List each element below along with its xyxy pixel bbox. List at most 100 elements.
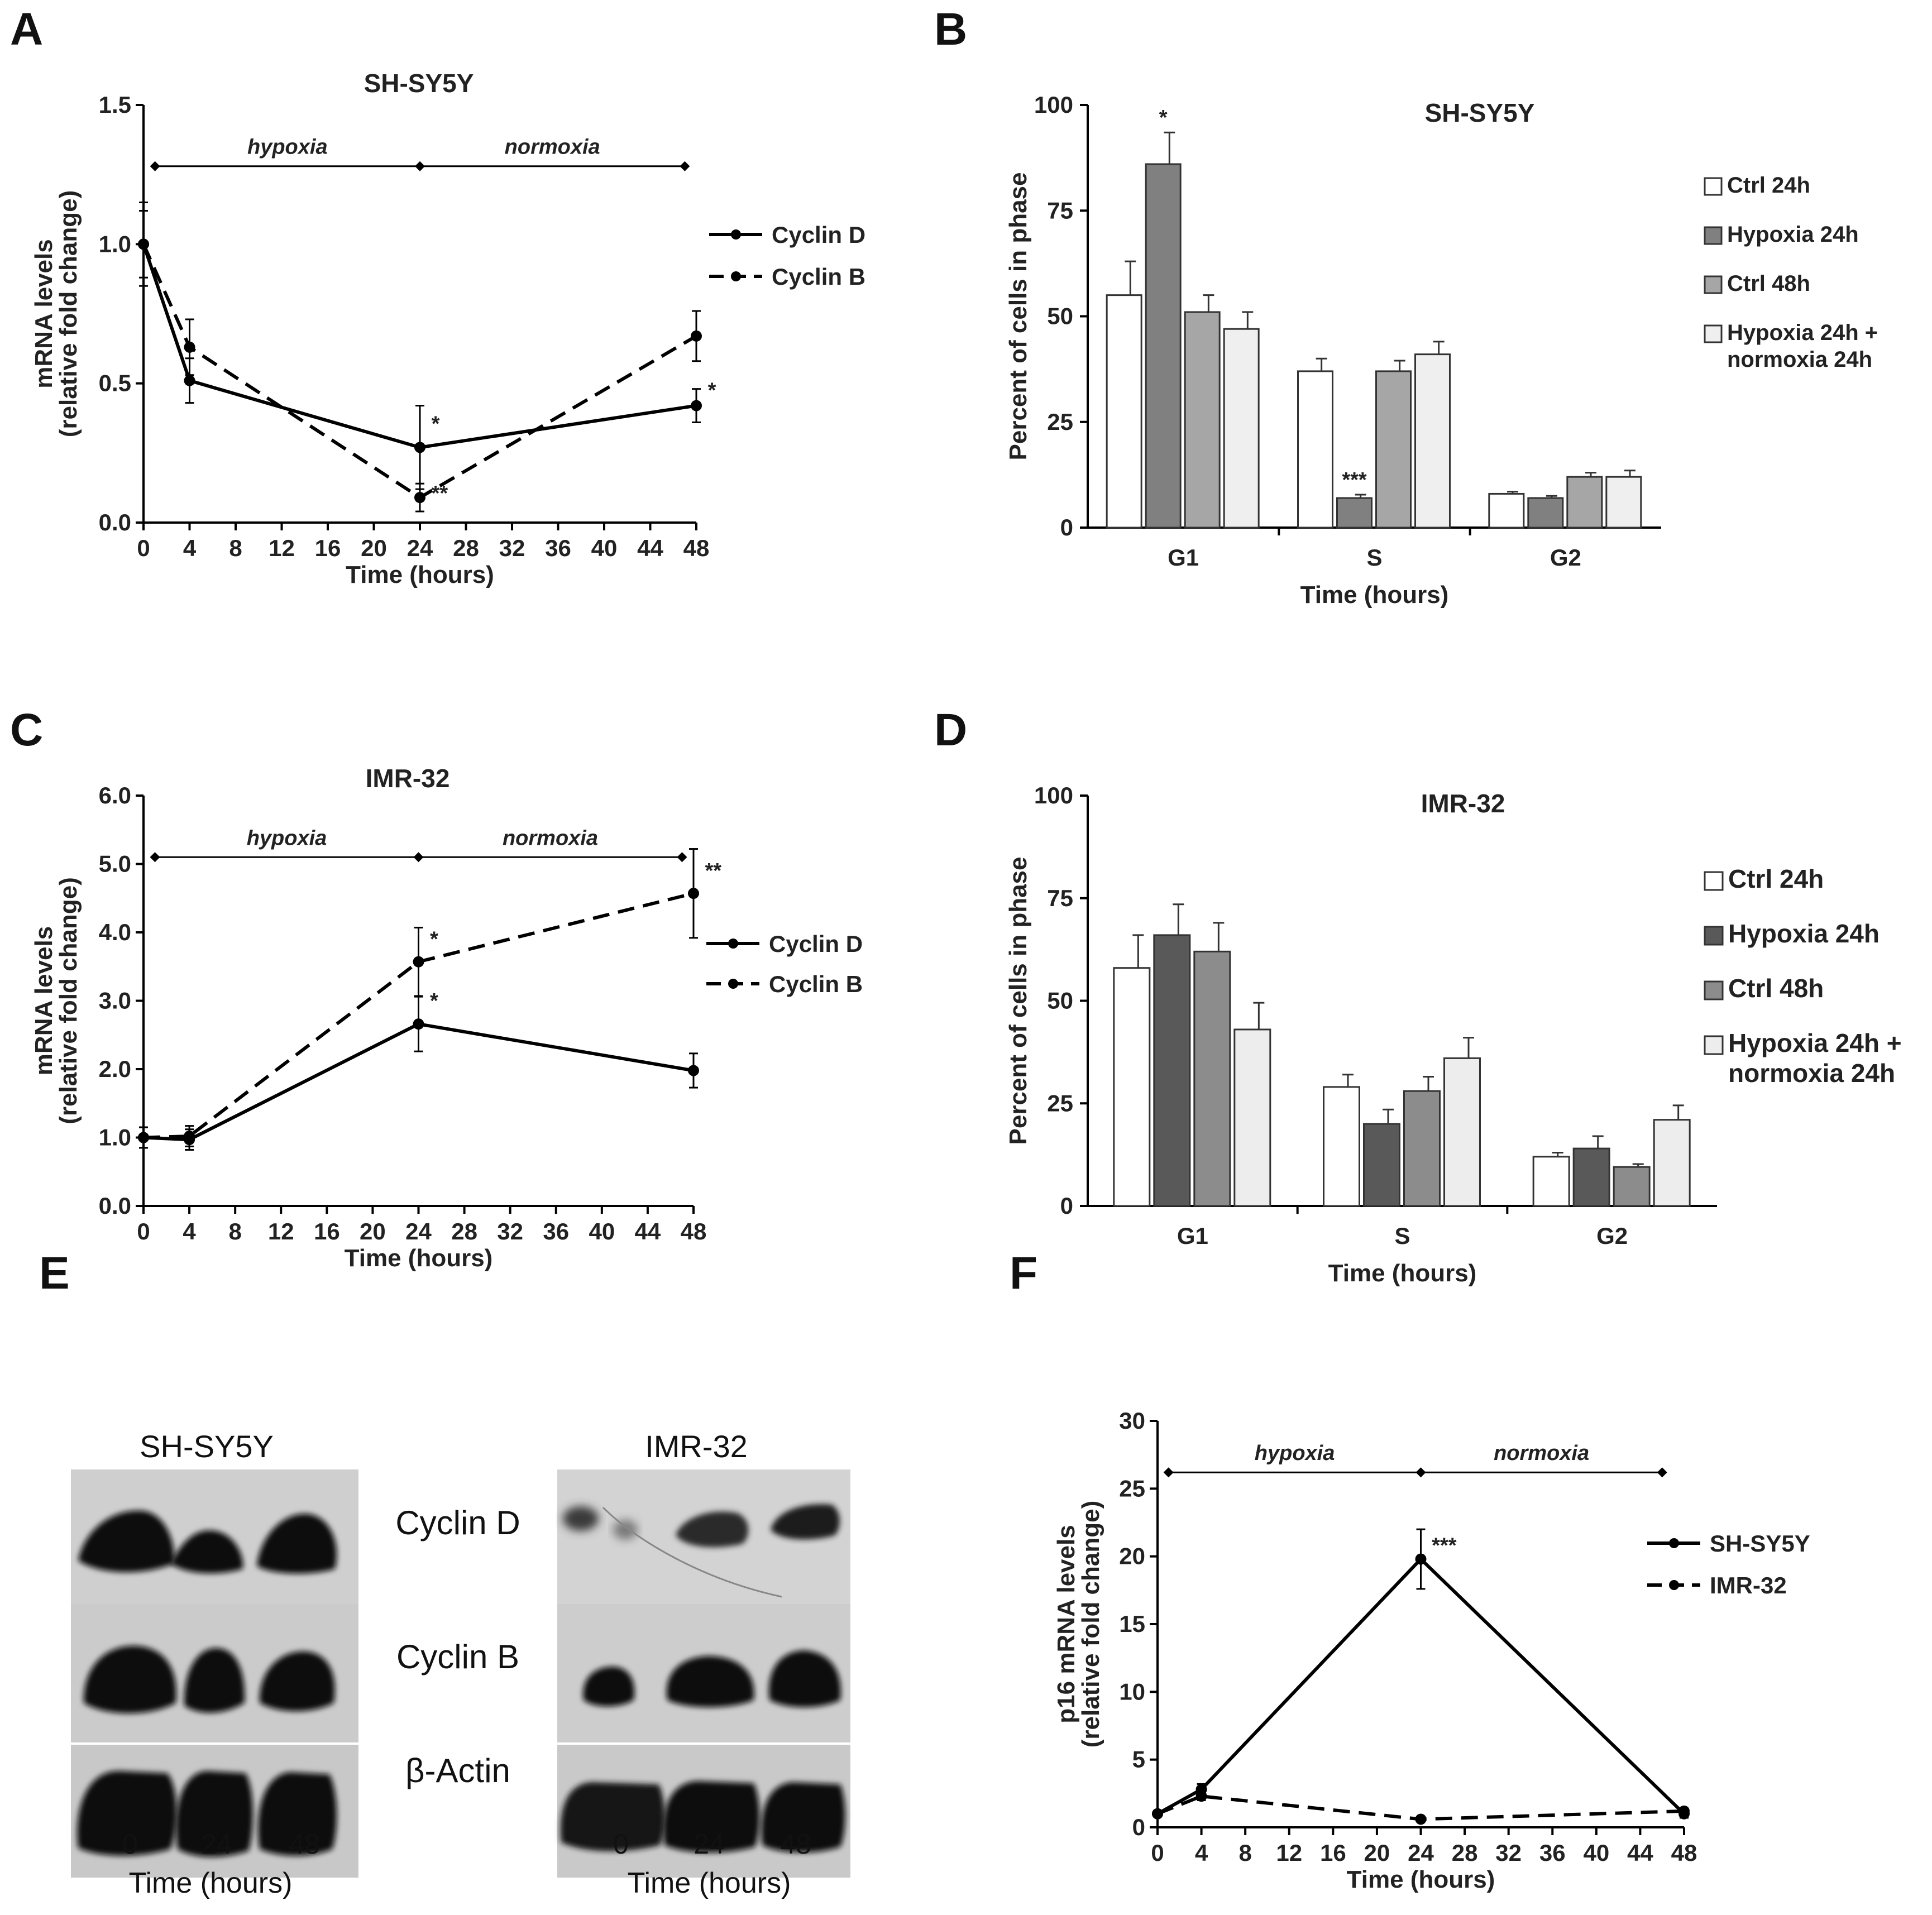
- blot-band: [761, 1782, 845, 1853]
- x-tick-label: 48: [1671, 1840, 1697, 1866]
- panel-d-bar-chart: 0 25 50 75 100 G1 S G2 Time (hours) Percent of ce…: [1005, 782, 1902, 1287]
- y-tick-label: 5: [1132, 1746, 1145, 1773]
- x-tick-label: 32: [1495, 1840, 1522, 1866]
- blot-band: [771, 1504, 840, 1540]
- y-axis-title-sub: (relative fold change): [1077, 1501, 1104, 1748]
- panel-a-line-chart: 0.00.51.01.50 4 8 12 16 20 24 28 32 36 40 44 48Time …: [30, 69, 865, 588]
- y-tick-label: 0.0: [99, 1193, 131, 1219]
- x-tick-label: 28: [453, 535, 479, 561]
- phase-bar-marker: [1415, 1467, 1426, 1478]
- y-tick-label: 75: [1047, 885, 1073, 911]
- legend-swatch: [1704, 1035, 1724, 1055]
- blot-title-sh-sy5y: SH-SY5Y: [140, 1429, 274, 1464]
- y-tick-label: 100: [1034, 782, 1073, 808]
- x-tick-label: 32: [499, 535, 525, 561]
- data-point: [414, 492, 425, 504]
- x-tick-label: 44: [1627, 1840, 1653, 1866]
- x-tick-label: 16: [1320, 1840, 1346, 1866]
- phase-bar-marker: [415, 161, 425, 171]
- x-tick-label: 28: [1452, 1840, 1478, 1866]
- series-line-cyclin-d: [142, 243, 697, 449]
- bar: [1363, 1123, 1400, 1207]
- blot-band: [175, 1771, 254, 1857]
- legend-marker: [1669, 1580, 1679, 1590]
- y-tick-label: 25: [1119, 1475, 1145, 1501]
- x-tick-label: 0: [137, 1218, 150, 1244]
- category-label: S: [1394, 1223, 1410, 1249]
- legend-label: SH-SY5Y: [1710, 1530, 1810, 1557]
- data-point: [413, 956, 424, 968]
- legend-marker: [728, 939, 738, 949]
- legend-swatch: [1704, 177, 1723, 196]
- bar: [1223, 328, 1260, 529]
- y-tick-label: 20: [1119, 1543, 1145, 1569]
- x-tick-label: 48: [683, 535, 710, 561]
- significance-marker: *: [1159, 106, 1168, 130]
- bar: [1443, 1057, 1481, 1207]
- data-point: [1415, 1813, 1427, 1825]
- data-point: [138, 1132, 149, 1143]
- data-point: [688, 1065, 699, 1076]
- bar: [1153, 934, 1191, 1207]
- y-tick-label: 25: [1047, 1090, 1073, 1116]
- data-point: [1152, 1808, 1163, 1820]
- significance-marker: *: [430, 928, 438, 951]
- blot-xlabel: Time (hours): [129, 1867, 293, 1899]
- phase-bar-marker: [150, 852, 160, 863]
- series-line-sh-sy5y: [1156, 1557, 1686, 1816]
- legend-label: Hypoxia 24h +: [1727, 320, 1878, 345]
- data-point: [1195, 1790, 1207, 1802]
- legend-swatch: [1704, 980, 1724, 1000]
- significance-marker: **: [432, 482, 448, 505]
- y-axis-title: mRNA levels: [30, 239, 58, 388]
- bar: [1113, 967, 1151, 1207]
- panel-letter-a: A: [10, 4, 43, 55]
- panel-letter-c: C: [10, 705, 43, 755]
- significance-marker: ***: [1342, 468, 1367, 492]
- legend-swatch: [1704, 324, 1723, 343]
- x-tick-label: 24: [1408, 1840, 1434, 1866]
- y-tick-label: 0: [1060, 1193, 1073, 1219]
- legend-label: Cyclin B: [769, 971, 863, 997]
- panel-e-western-blot: SH-SY5Y IMR-32: [71, 1429, 850, 1899]
- data-point: [184, 375, 195, 386]
- blot-label-actin: β-Actin: [405, 1752, 510, 1789]
- blot-band: [170, 1530, 243, 1574]
- legend-label: Hypoxia 24h +: [1728, 1028, 1902, 1057]
- significance-marker: *: [430, 989, 438, 1013]
- blot-band: [83, 1645, 176, 1713]
- x-tick-label: 0: [1151, 1840, 1164, 1866]
- chart-title: IMR-32: [1421, 789, 1505, 818]
- panel-c-line-chart: 0.01.02.03.04.05.06.00 4 8 12 16 20 24 28 32 36 40…: [30, 764, 863, 1272]
- legend-label: Cyclin B: [772, 264, 865, 290]
- legend-label: normoxia 24h: [1727, 347, 1872, 372]
- blot-timepoint: 0: [613, 1828, 629, 1860]
- significance-marker: **: [705, 859, 722, 883]
- panel-letter-d: D: [934, 705, 967, 755]
- y-tick-label: 5.0: [99, 851, 131, 877]
- x-axis-title: Time (hours): [1347, 1866, 1495, 1893]
- x-tick-label: 36: [543, 1218, 569, 1244]
- phase-bar-marker: [677, 852, 687, 863]
- phase-label-hypoxia: hypoxia: [247, 826, 327, 850]
- blot-band: [676, 1511, 749, 1548]
- bar: [1336, 497, 1373, 529]
- chart-title: IMR-32: [366, 764, 450, 793]
- x-tick-label: 8: [229, 535, 242, 561]
- x-tick-label: 12: [269, 535, 295, 561]
- significance-marker: *: [432, 412, 440, 435]
- significance-marker: *: [708, 379, 716, 403]
- x-tick-label: 40: [589, 1218, 615, 1244]
- x-tick-label: 20: [1364, 1840, 1390, 1866]
- chart-title: SH-SY5Y: [1425, 98, 1535, 127]
- data-point: [184, 341, 195, 353]
- blot-band: [663, 1781, 760, 1853]
- y-tick-label: 1.0: [99, 231, 131, 257]
- blot-band: [77, 1770, 177, 1856]
- phase-bar-marker: [413, 852, 424, 863]
- legend-label: IMR-32: [1710, 1572, 1787, 1598]
- phase-bar-marker: [1657, 1467, 1667, 1478]
- phase-bar-marker: [1163, 1467, 1174, 1478]
